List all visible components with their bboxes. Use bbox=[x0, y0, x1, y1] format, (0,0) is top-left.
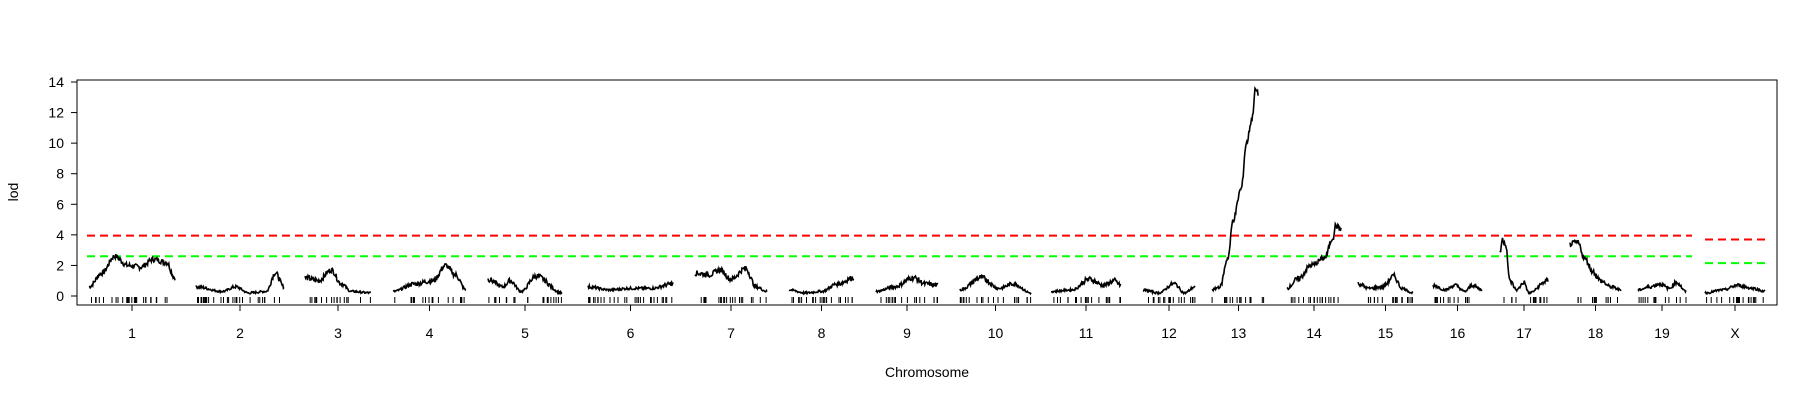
x-tick-label-chr-12: 12 bbox=[1161, 325, 1177, 341]
lod-curve-chr-15 bbox=[1357, 270, 1414, 295]
y-tick-label: 10 bbox=[48, 135, 64, 151]
x-axis-label: Chromosome bbox=[885, 364, 969, 380]
y-tick-label: 12 bbox=[48, 105, 64, 121]
y-axis: 0 2 4 6 8 10 12 14 bbox=[48, 74, 78, 304]
y-tick-label: 6 bbox=[56, 196, 64, 212]
x-tick-label-chr-8: 8 bbox=[818, 325, 826, 341]
lod-curve-chr-18 bbox=[1569, 239, 1622, 293]
lod-curve-chr-16 bbox=[1432, 281, 1483, 293]
x-axis: 1 2 3 4 5 6 7 8 9 10 11 12 13 14 15 16 17 18 19 X bbox=[128, 305, 1740, 341]
x-tick-label-chr-15: 15 bbox=[1378, 325, 1394, 341]
y-tick-label: 8 bbox=[56, 166, 64, 182]
lod-curves bbox=[88, 85, 1766, 296]
y-tick-label: 2 bbox=[56, 257, 64, 273]
x-tick-label-chr-X: X bbox=[1730, 325, 1740, 341]
x-tick-label-chr-5: 5 bbox=[521, 325, 529, 341]
x-tick-label-chr-9: 9 bbox=[903, 325, 911, 341]
threshold-lines bbox=[87, 234, 1765, 265]
y-tick-label: 4 bbox=[56, 227, 64, 243]
lod-curve-chr-5 bbox=[487, 271, 563, 296]
x-tick-label-chr-7: 7 bbox=[727, 325, 735, 341]
x-tick-label-chr-18: 18 bbox=[1588, 325, 1604, 341]
lod-curve-chr-13 bbox=[1211, 85, 1259, 293]
lod-curve-chr-8 bbox=[788, 275, 855, 296]
x-tick-label-chr-11: 11 bbox=[1079, 325, 1094, 341]
lod-curve-chr-3 bbox=[304, 267, 372, 295]
lod-curve-chr-10 bbox=[959, 273, 1032, 296]
lod-curve-chr-17 bbox=[1499, 237, 1549, 296]
lod-curve-chr-14 bbox=[1286, 221, 1342, 291]
lod-curve-chr-6 bbox=[587, 279, 674, 293]
x-tick-label-chr-16: 16 bbox=[1450, 325, 1466, 341]
x-tick-label-chr-10: 10 bbox=[988, 325, 1004, 341]
x-tick-label-chr-6: 6 bbox=[627, 325, 635, 341]
lod-curve-chr-4 bbox=[392, 263, 467, 293]
x-tick-label-chr-19: 19 bbox=[1654, 325, 1670, 341]
lod-curve-chr-11 bbox=[1050, 275, 1122, 295]
lod-curve-chr-19 bbox=[1637, 278, 1687, 294]
y-axis-label: lod bbox=[5, 183, 21, 202]
x-tick-label-chr-14: 14 bbox=[1306, 325, 1322, 341]
x-tick-label-chr-17: 17 bbox=[1516, 325, 1532, 341]
lod-curve-chr-2 bbox=[195, 270, 285, 295]
lod-curve-chr-1 bbox=[88, 253, 176, 290]
lod-curve-chr-12 bbox=[1142, 280, 1196, 296]
lod-curve-chr-X bbox=[1704, 282, 1766, 295]
x-tick-label-chr-1: 1 bbox=[128, 325, 136, 341]
y-tick-label: 14 bbox=[48, 74, 64, 90]
x-tick-label-chr-13: 13 bbox=[1231, 325, 1247, 341]
x-tick-label-chr-4: 4 bbox=[426, 325, 434, 341]
lod-curve-chr-9 bbox=[875, 274, 939, 294]
y-tick-label: 0 bbox=[56, 288, 64, 304]
x-tick-label-chr-2: 2 bbox=[236, 325, 244, 341]
lod-curve-chr-7 bbox=[694, 265, 768, 293]
x-tick-label-chr-3: 3 bbox=[334, 325, 342, 341]
marker-rugs bbox=[91, 297, 1764, 303]
